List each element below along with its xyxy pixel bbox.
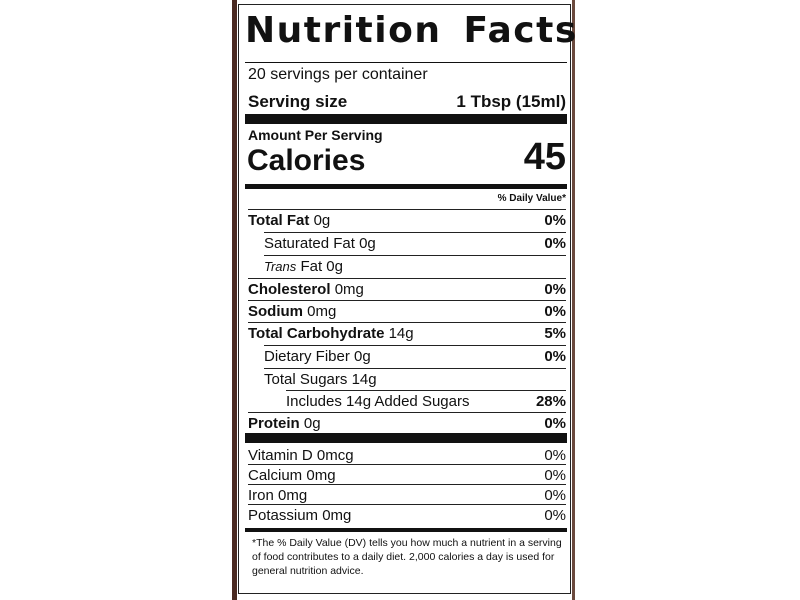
nutrient-row: Saturated Fat 0g 0% — [264, 232, 566, 255]
vitamin-row: Potassium 0mg 0% — [248, 504, 566, 527]
nutrient-amount: 0mg — [307, 303, 337, 320]
nutrient-row: Total Fat 0g 0% — [248, 209, 566, 232]
nutrient-amount: 14g — [388, 325, 414, 342]
nutrient-name: Total Sugars — [264, 371, 348, 388]
vitamin-amount: 0mcg — [316, 447, 354, 464]
nutrient-row: Total Sugars 14g — [264, 368, 566, 391]
vitamin-name: Calcium — [248, 467, 303, 484]
nutrient-dv: 0% — [544, 348, 566, 365]
nutrient-dv: 0% — [544, 212, 566, 229]
nutrient-name: Includes 14g Added Sugars — [286, 393, 470, 410]
thick-rule — [245, 114, 567, 124]
nutrient-dv: 5% — [544, 325, 566, 342]
nutrient-name: Fat — [300, 258, 323, 275]
amount-per-serving: Amount Per Serving — [248, 127, 383, 143]
nutrient-name: Total Carbohydrate — [248, 325, 385, 342]
serving-size-label: Serving size — [248, 92, 348, 111]
nutrient-name: Sodium — [248, 303, 303, 320]
nutrient-name: Total Fat — [248, 212, 310, 229]
nutrient-name: Protein — [248, 415, 300, 432]
nutrient-row: Protein 0g 0% — [248, 412, 566, 435]
vitamin-name: Potassium — [248, 507, 319, 524]
dv-header: % Daily Value* — [497, 193, 566, 204]
footnote: *The % Daily Value (DV) tells you how mu… — [252, 537, 562, 577]
vitamin-row: Iron 0mg 0% — [248, 484, 566, 507]
thick-rule — [245, 433, 567, 443]
nutrient-amount: 0g — [326, 258, 343, 275]
rule — [245, 184, 567, 189]
vitamin-dv: 0% — [544, 447, 566, 464]
vitamin-row: Calcium 0mg 0% — [248, 464, 566, 487]
nutrient-dv: 28% — [535, 393, 566, 410]
vitamin-amount: 0mg — [306, 467, 336, 484]
rule — [245, 528, 567, 532]
nutrient-row: Cholesterol 0mg 0% — [248, 278, 566, 301]
nutrient-amount: 0g — [313, 212, 331, 229]
nutrient-name-italic: Trans — [264, 259, 297, 274]
nutrient-dv: 0% — [544, 281, 566, 298]
vitamin-amount: 0mg — [278, 487, 308, 504]
vitamin-amount: 0mg — [322, 507, 352, 524]
nutrient-row: Includes 14g Added Sugars 28% — [286, 390, 566, 413]
nutrition-label — [238, 4, 571, 594]
nutrient-row: Total Carbohydrate 14g 5% — [248, 322, 566, 345]
nutrient-amount: 0g — [354, 348, 371, 365]
nutrient-row: Sodium 0mg 0% — [248, 300, 566, 323]
nutrient-name: Dietary Fiber — [264, 348, 350, 365]
nutrient-amount: 14g — [351, 371, 377, 388]
nutrient-name: Saturated Fat — [264, 235, 355, 252]
vitamin-dv: 0% — [544, 467, 566, 484]
nutrient-name: Cholesterol — [248, 281, 331, 298]
servings: 20 servings per container — [248, 66, 428, 83]
rule — [245, 62, 567, 63]
vitamin-dv: 0% — [544, 487, 566, 504]
nutrient-row: Dietary Fiber 0g 0% — [264, 345, 566, 368]
vitamin-name: Vitamin D — [248, 447, 313, 464]
nutrient-dv: 0% — [544, 235, 566, 252]
nutrient-dv: 0% — [544, 415, 566, 432]
photo-edge — [572, 0, 575, 600]
calories-value: 45 — [523, 136, 566, 178]
title: Nutrition Facts — [245, 10, 578, 51]
nutrient-amount: 0g — [303, 415, 321, 432]
vitamin-name: Iron — [248, 487, 274, 504]
nutrient-amount: 0g — [359, 235, 376, 252]
nutrient-dv: 0% — [544, 303, 566, 320]
serving-size-value: 1 Tbsp (15ml) — [456, 92, 566, 111]
photo-edge — [232, 0, 237, 600]
vitamin-dv: 0% — [544, 507, 566, 524]
vitamin-row: Vitamin D 0mcg 0% — [248, 445, 566, 467]
nutrient-row: Trans Fat 0g — [264, 255, 566, 278]
calories-label: Calories — [247, 144, 366, 177]
nutrient-amount: 0mg — [334, 281, 364, 298]
